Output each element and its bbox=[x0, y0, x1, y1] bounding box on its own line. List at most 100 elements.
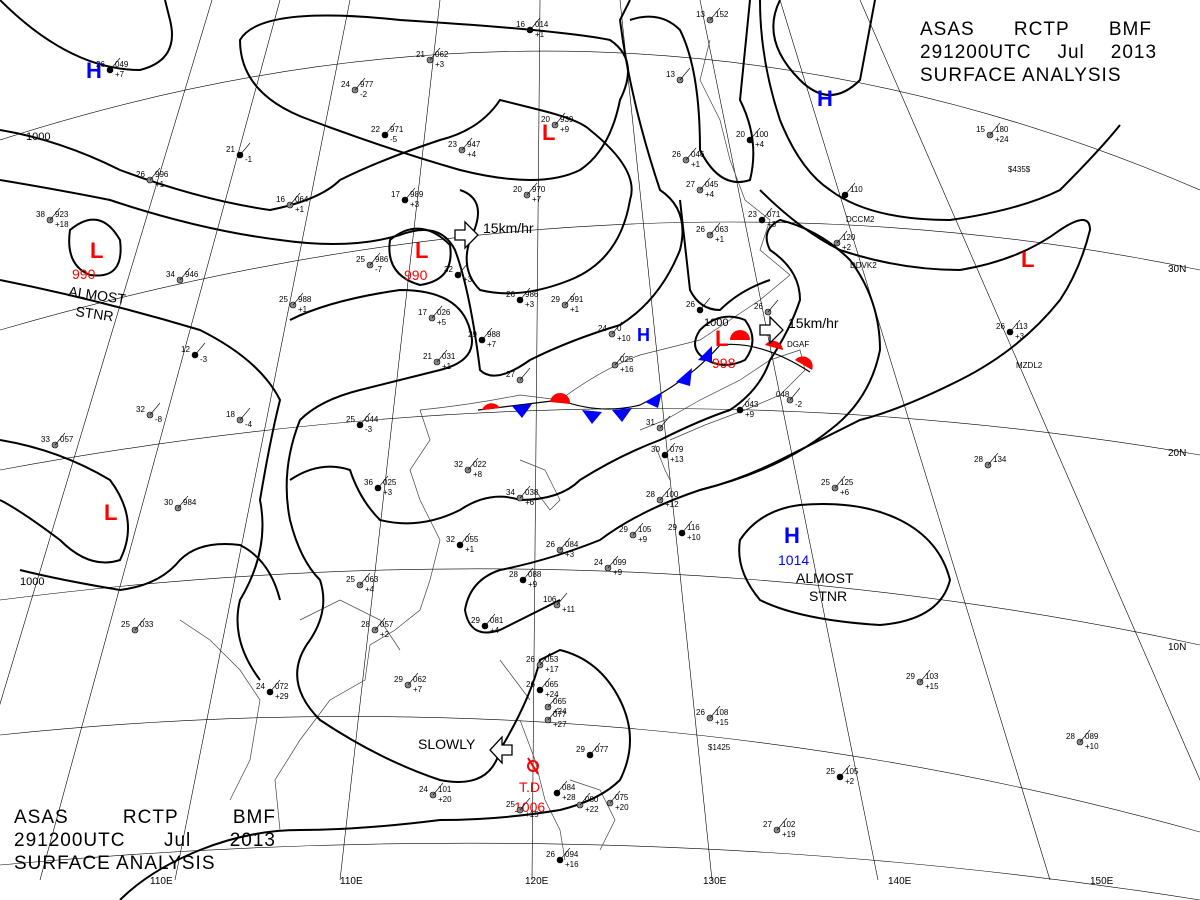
wind-barb-icon bbox=[749, 127, 761, 141]
station-pressure: 025 bbox=[383, 478, 397, 487]
station-plot: 28 057+2 bbox=[361, 617, 394, 639]
station-plot: 24 0+10 bbox=[598, 321, 631, 343]
station-temp: 26 bbox=[546, 850, 555, 859]
station-plot: 29 062+7 bbox=[394, 672, 427, 694]
wind-barb-icon bbox=[54, 432, 66, 446]
station-plot: 16 064+1 bbox=[276, 192, 309, 214]
wind-barb-icon bbox=[404, 187, 416, 201]
station-plot: 20 100+4 bbox=[736, 127, 769, 149]
motion-arrow-icon bbox=[489, 735, 513, 765]
station-temp: 23 bbox=[448, 140, 457, 149]
station-plot: 080+22 bbox=[576, 792, 599, 814]
wind-barb-icon bbox=[559, 537, 571, 551]
lon-label: 120E bbox=[525, 876, 549, 887]
station-plot: 110 bbox=[841, 182, 863, 199]
wind-barb-icon bbox=[611, 321, 623, 335]
wind-barb-icon bbox=[109, 57, 121, 71]
station-pressure: 094 bbox=[565, 850, 579, 859]
station-tendency: +7 bbox=[413, 685, 423, 694]
station-tendency: +19 bbox=[782, 830, 796, 839]
station-plot: 24 101+20 bbox=[419, 782, 452, 804]
station-plot: 26 bbox=[754, 299, 779, 316]
station-plot: 23 071+3 bbox=[748, 207, 781, 229]
station-temp: 32 bbox=[136, 405, 145, 414]
wind-barb-icon bbox=[374, 617, 386, 631]
station-id-label: $435$ bbox=[1008, 165, 1031, 174]
station-plot: 25 044-3 bbox=[346, 412, 379, 434]
station-pressure: 026 bbox=[437, 308, 451, 317]
station-tendency: +3 bbox=[1015, 332, 1025, 341]
low-pressure-symbol: L bbox=[415, 238, 428, 263]
motion-arrow-icon bbox=[759, 315, 784, 345]
station-pressure: 062 bbox=[435, 50, 449, 59]
wind-barb-icon bbox=[519, 485, 531, 499]
wind-barb-icon bbox=[179, 267, 191, 281]
station-temp: 27 bbox=[506, 370, 515, 379]
station-pressure: 089 bbox=[1085, 732, 1099, 741]
high-pressure-symbol: H bbox=[784, 523, 800, 548]
high-pressure-symbol: H bbox=[637, 325, 650, 345]
station-temp: 13 bbox=[696, 10, 705, 19]
station-temp: 24 bbox=[594, 558, 603, 567]
station-pressure: 043 bbox=[745, 400, 759, 409]
wind-barb-icon bbox=[589, 742, 601, 756]
station-temp: 26 bbox=[526, 655, 535, 664]
low-pressure-symbol: L bbox=[104, 500, 117, 525]
station-tendency: +27 bbox=[553, 720, 567, 729]
station-plot: 26 986+3 bbox=[506, 287, 539, 309]
wind-barb-icon bbox=[547, 694, 559, 708]
header-product: BMF bbox=[232, 807, 276, 828]
station-plot: 12 -3 bbox=[181, 342, 208, 364]
station-temp: 25 bbox=[279, 295, 288, 304]
station-pressure: 152 bbox=[715, 10, 729, 19]
station-tendency: +4 bbox=[755, 140, 765, 149]
station-plot: 25 105+2 bbox=[826, 764, 859, 786]
lat-label: 20N bbox=[1168, 448, 1186, 459]
header-time: 291200UTC bbox=[14, 830, 126, 851]
header-year: 2013 bbox=[229, 830, 276, 851]
station-plot: 26 996+1 bbox=[136, 167, 169, 189]
pressure-value: 990 bbox=[404, 267, 428, 283]
station-pressure: 063 bbox=[365, 575, 379, 584]
wind-barb-icon bbox=[989, 122, 1001, 136]
pressure-systems: H H L L L L L L H H bbox=[86, 58, 1034, 548]
station-temp: 25 bbox=[356, 255, 365, 264]
station-plot: 25 033 bbox=[121, 617, 154, 634]
station-pressure: 079 bbox=[670, 445, 684, 454]
station-tendency: +16 bbox=[620, 365, 634, 374]
wind-barb-icon bbox=[432, 782, 444, 796]
lon-label: 140E bbox=[888, 876, 912, 887]
station-pressure: 014 bbox=[535, 20, 549, 29]
station-temp: 28 bbox=[509, 570, 518, 579]
station-tendency: -3 bbox=[200, 355, 208, 364]
station-tendency: +16 bbox=[565, 860, 579, 869]
low-pressure-symbol: L bbox=[715, 326, 728, 351]
header-product: BMF bbox=[1108, 19, 1152, 40]
station-temp: 27 bbox=[763, 820, 772, 829]
station-tendency: +9 bbox=[638, 535, 648, 544]
wind-barb-icon bbox=[839, 764, 851, 778]
tropical-depression: T.D 1006 bbox=[514, 757, 545, 815]
station-pressure: 064 bbox=[295, 195, 309, 204]
wind-barb-icon bbox=[789, 387, 801, 401]
station-tendency: -5 bbox=[390, 135, 398, 144]
wind-barb-icon bbox=[681, 520, 693, 534]
station-plot: 24 099+9 bbox=[594, 555, 627, 577]
stationary-label-line: STNR bbox=[809, 588, 847, 604]
station-tendency: +2 bbox=[845, 777, 855, 786]
station-tendency: +6 bbox=[525, 498, 535, 507]
station-tendency: -4 bbox=[245, 420, 253, 429]
station-temp: 27 bbox=[686, 180, 695, 189]
station-plot: 21 -1 bbox=[226, 142, 253, 164]
motion-label: 15km/hr bbox=[483, 220, 534, 236]
wind-barb-icon bbox=[436, 349, 448, 363]
station-plot: 048 -2 bbox=[776, 387, 803, 409]
wind-barb-icon bbox=[269, 679, 281, 693]
station-plot: 21 031+1 bbox=[423, 349, 456, 371]
station-pressure: 065 bbox=[553, 697, 567, 706]
station-temp: 29 bbox=[551, 295, 560, 304]
station-plot: 26 108+15 bbox=[696, 705, 729, 727]
station-pressure: 113 bbox=[1015, 322, 1028, 331]
station-temp: 106 bbox=[543, 595, 557, 604]
